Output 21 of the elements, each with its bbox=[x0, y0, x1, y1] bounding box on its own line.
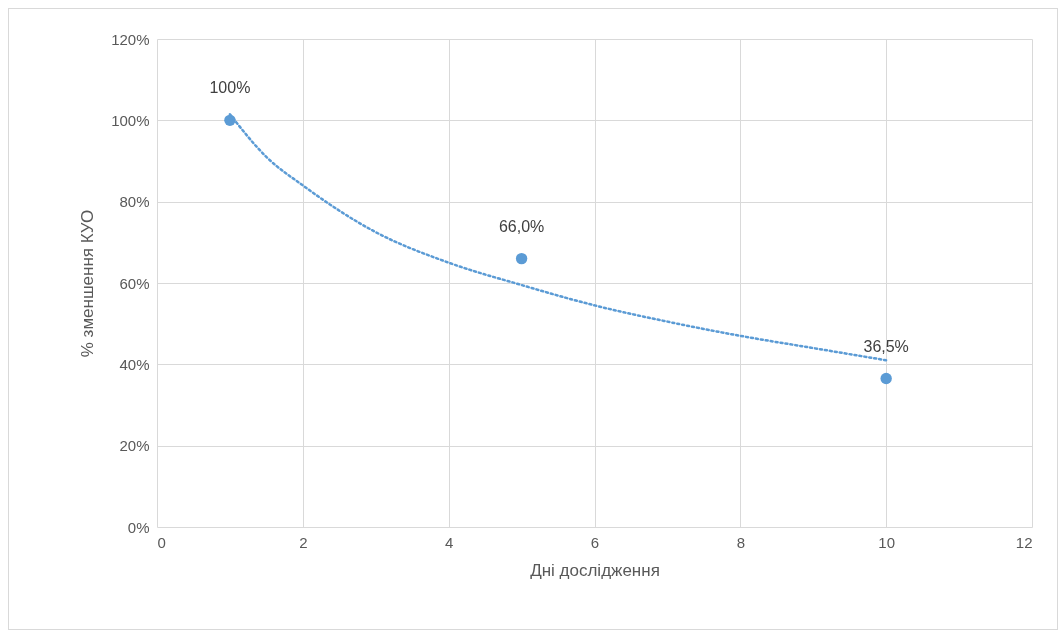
x-tick-label: 0 bbox=[157, 533, 166, 551]
y-tick-label: 120% bbox=[111, 30, 150, 48]
x-tick-label: 12 bbox=[1015, 533, 1033, 551]
data-label: 100% bbox=[209, 79, 251, 97]
y-tick-label: 80% bbox=[119, 193, 150, 211]
data-label: 36,5% bbox=[863, 337, 909, 355]
y-tick-label: 0% bbox=[127, 518, 150, 536]
y-tick-label: 60% bbox=[119, 274, 150, 292]
x-tick-label: 10 bbox=[878, 533, 896, 551]
x-tick-label: 4 bbox=[444, 533, 454, 551]
y-tick-label: 100% bbox=[111, 111, 150, 129]
point bbox=[515, 252, 528, 265]
y-tick-label: 20% bbox=[119, 437, 150, 455]
point bbox=[880, 372, 892, 385]
data-label: 66,0% bbox=[498, 217, 545, 235]
x-tick-label: 6 bbox=[590, 533, 600, 551]
y-tick-label: 40% bbox=[119, 355, 150, 373]
x-tick-label: 2 bbox=[299, 533, 308, 551]
y-axis-title: % зменшення КУО bbox=[78, 209, 98, 358]
x-tick-label: 8 bbox=[736, 533, 746, 551]
x-axis-title: Дні дослідження bbox=[530, 560, 660, 580]
